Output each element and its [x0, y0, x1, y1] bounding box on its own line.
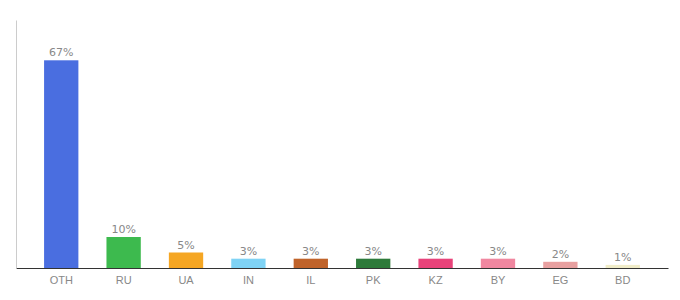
data-label: 5% [177, 239, 194, 252]
bar [169, 253, 203, 269]
x-axis-line [17, 268, 669, 269]
x-tick: BY [491, 274, 506, 286]
x-tick: RU [116, 274, 132, 286]
x-tick-label: UA [178, 274, 194, 286]
data-label: 3% [240, 245, 257, 258]
data-label: 3% [489, 245, 506, 258]
y-axis [16, 21, 17, 269]
chart-svg: 67% 10% 5% 3% 3% 3% 3% 3% 2% 1% OTH RU UA IN IL PK KZ BY E… [0, 0, 680, 300]
data-label: 3% [427, 245, 444, 258]
x-tick: IN [243, 274, 254, 286]
bar [543, 262, 577, 268]
x-tick-label: EG [552, 274, 568, 286]
data-labels: 67% 10% 5% 3% 3% 3% 3% 3% 2% 1% [49, 46, 631, 264]
data-label: 3% [364, 245, 381, 258]
bar [356, 259, 390, 268]
x-tick: EG [552, 274, 568, 286]
x-tick-label: KZ [429, 274, 443, 286]
data-label: 1% [614, 251, 631, 264]
x-tick: OTH [50, 274, 73, 286]
data-label: 67% [49, 46, 73, 59]
chart-container: 67% 10% 5% 3% 3% 3% 3% 3% 2% 1% OTH RU UA IN IL PK KZ BY E… [0, 0, 680, 300]
bars [44, 60, 640, 268]
data-label: 2% [552, 248, 569, 261]
x-tick-label: OTH [50, 274, 73, 286]
y-axis-line [16, 21, 17, 269]
x-tick-label: IN [243, 274, 254, 286]
bar [231, 259, 265, 268]
x-axis: OTH RU UA IN IL PK KZ BY EG BD [17, 269, 669, 286]
x-tick-label: IL [306, 274, 315, 286]
x-tick: PK [366, 274, 381, 286]
bar [418, 259, 452, 268]
x-tick: IL [306, 274, 315, 286]
x-tick-label: BY [491, 274, 506, 286]
x-tick: BD [615, 274, 630, 286]
bar [106, 237, 140, 268]
x-tick: UA [178, 274, 194, 286]
x-tick: KZ [429, 274, 443, 286]
data-label: 10% [111, 223, 135, 236]
data-label: 3% [302, 245, 319, 258]
bar [44, 60, 78, 268]
plot: 67% 10% 5% 3% 3% 3% 3% 3% 2% 1% OTH RU UA IN IL PK KZ BY E… [17, 21, 669, 286]
x-tick-label: BD [615, 274, 630, 286]
x-tick-label: RU [116, 274, 132, 286]
bar [481, 259, 515, 268]
bar [294, 259, 328, 268]
bar [606, 265, 640, 268]
x-tick-label: PK [366, 274, 381, 286]
